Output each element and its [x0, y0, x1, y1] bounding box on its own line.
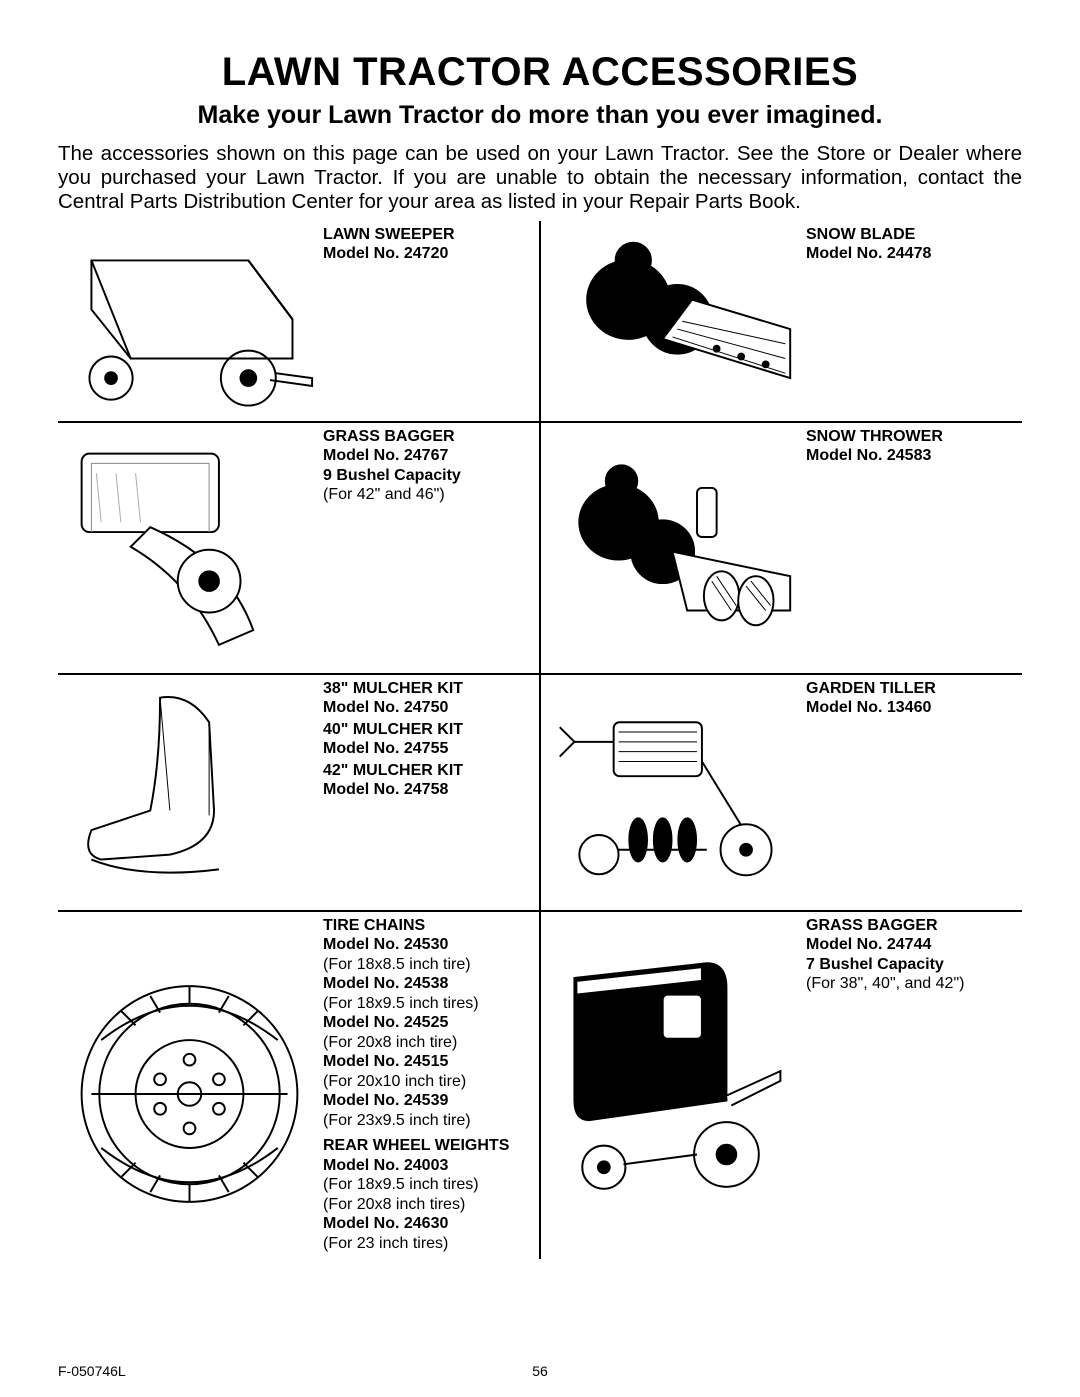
cell-snow-blade: SNOW BLADE Model No. 24478: [541, 221, 1022, 421]
fit-note: (For 23x9.5 inch tire): [323, 1111, 535, 1131]
grass-bagger-7-info: GRASS BAGGER Model No. 24744 7 Bushel Ca…: [800, 916, 1018, 994]
model-no: Model No. 24515: [323, 1052, 535, 1072]
tire-chains-illustration: [62, 916, 317, 1254]
model-no: Model No. 24539: [323, 1091, 535, 1111]
product-name: TIRE CHAINS: [323, 916, 535, 936]
accessory-grid: LAWN SWEEPER Model No. 24720: [58, 221, 1022, 1260]
fit-note: (For 42" and 46"): [323, 485, 535, 505]
snow-blade-illustration: [545, 225, 800, 415]
fit-note: (For 20x10 inch tire): [323, 1072, 535, 1092]
model-no: Model No. 24525: [323, 1013, 535, 1033]
fit-note: (For 18x9.5 inch tires): [323, 994, 535, 1014]
fit-note: (For 38", 40", and 42"): [806, 974, 1018, 994]
lawn-sweeper-illustration: [62, 225, 317, 415]
product-name: LAWN SWEEPER: [323, 225, 535, 245]
model-no: Model No. 24767: [323, 446, 535, 466]
model-no: Model No. 24583: [806, 446, 1018, 466]
fit-note: (For 18x9.5 inch tires): [323, 1175, 535, 1195]
model-no: Model No. 24720: [323, 244, 535, 264]
model-no: Model No. 24758: [323, 780, 535, 800]
product-name: 38" MULCHER KIT: [323, 679, 535, 699]
product-name: GARDEN TILLER: [806, 679, 1018, 699]
cell-mulcher: 38" MULCHER KIT Model No. 24750 40" MULC…: [58, 675, 539, 910]
product-name: SNOW BLADE: [806, 225, 1018, 245]
capacity: 9 Bushel Capacity: [323, 466, 535, 486]
intro-text: The accessories shown on this page can b…: [58, 142, 1022, 215]
cell-snow-thrower: SNOW THROWER Model No. 24583: [541, 423, 1022, 673]
garden-tiller-info: GARDEN TILLER Model No. 13460: [800, 679, 1018, 718]
cell-lawn-sweeper: LAWN SWEEPER Model No. 24720: [58, 221, 539, 421]
model-no: Model No. 24755: [323, 739, 535, 759]
grass-bagger-9-info: GRASS BAGGER Model No. 24767 9 Bushel Ca…: [317, 427, 535, 505]
cell-grass-bagger-9: GRASS BAGGER Model No. 24767 9 Bushel Ca…: [58, 423, 539, 673]
tire-chains-info: TIRE CHAINS Model No. 24530 (For 18x8.5 …: [317, 916, 535, 1254]
product-name: 42" MULCHER KIT: [323, 761, 535, 781]
garden-tiller-illustration: [545, 679, 800, 904]
grass-bagger-7-illustration: [545, 916, 800, 1218]
model-no: Model No. 24003: [323, 1156, 535, 1176]
model-no: Model No. 24630: [323, 1214, 535, 1234]
cell-tire-chains: TIRE CHAINS Model No. 24530 (For 18x8.5 …: [58, 912, 539, 1260]
model-no: Model No. 24744: [806, 935, 1018, 955]
model-no: Model No. 24530: [323, 935, 535, 955]
lawn-sweeper-info: LAWN SWEEPER Model No. 24720: [317, 225, 535, 264]
product-name: 40" MULCHER KIT: [323, 720, 535, 740]
snow-thrower-info: SNOW THROWER Model No. 24583: [800, 427, 1018, 466]
model-no: Model No. 13460: [806, 698, 1018, 718]
model-no: Model No. 24538: [323, 974, 535, 994]
mulcher-illustration: [62, 679, 317, 904]
cell-garden-tiller: GARDEN TILLER Model No. 13460: [541, 675, 1022, 910]
product-name: SNOW THROWER: [806, 427, 1018, 447]
model-no: Model No. 24478: [806, 244, 1018, 264]
capacity: 7 Bushel Capacity: [806, 955, 1018, 975]
grass-bagger-9-illustration: [62, 427, 317, 667]
product-name: GRASS BAGGER: [806, 916, 1018, 936]
product-name: REAR WHEEL WEIGHTS: [323, 1136, 535, 1156]
fit-note: (For 23 inch tires): [323, 1234, 535, 1254]
product-name: GRASS BAGGER: [323, 427, 535, 447]
snow-thrower-illustration: [545, 427, 800, 667]
mulcher-info: 38" MULCHER KIT Model No. 24750 40" MULC…: [317, 679, 535, 802]
model-no: Model No. 24750: [323, 698, 535, 718]
page-title: LAWN TRACTOR ACCESSORIES: [58, 50, 1022, 95]
cell-grass-bagger-7: GRASS BAGGER Model No. 24744 7 Bushel Ca…: [541, 912, 1022, 1224]
fit-note: (For 20x8 inch tire): [323, 1033, 535, 1053]
snow-blade-info: SNOW BLADE Model No. 24478: [800, 225, 1018, 264]
fit-note: (For 20x8 inch tires): [323, 1195, 535, 1215]
page-subtitle: Make your Lawn Tractor do more than you …: [58, 101, 1022, 130]
footer-page-number: 56: [58, 1363, 1022, 1379]
fit-note: (For 18x8.5 inch tire): [323, 955, 535, 975]
